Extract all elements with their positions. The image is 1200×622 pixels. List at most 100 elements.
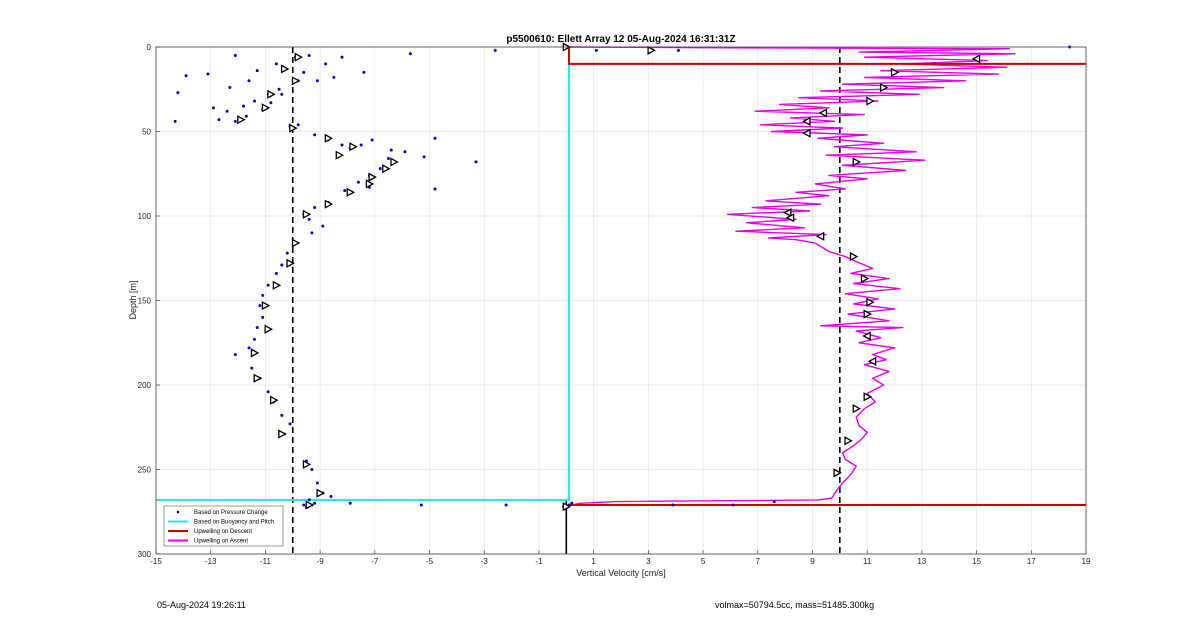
data-point-pressure [356,180,360,184]
y-tick-label: 300 [138,550,152,559]
data-point-pressure [310,231,314,235]
data-point-pressure [244,114,248,118]
triangle-marker [844,436,853,446]
data-point-pressure [266,390,270,394]
data-point-pressure [370,138,374,142]
triangle-marker [267,89,276,99]
x-tick-label: 15 [972,557,981,566]
data-point-pressure [307,217,311,221]
triangle-marker [324,199,334,209]
data-point-pressure [266,283,270,287]
data-point-pressure [242,104,246,108]
triangle-marker [782,208,792,218]
x-tick-label: -9 [317,557,325,566]
x-tick-label: -1 [535,557,543,566]
data-point-pressure [348,501,352,505]
x-tick-label: 19 [1082,557,1091,566]
data-point-pressure [321,224,325,228]
triangle-marker [365,179,375,189]
x-tick-label: 1 [591,557,596,566]
triangle-marker [562,502,572,512]
triangle-marker [866,96,875,106]
data-point-pressure [247,346,251,350]
x-tick-label: -5 [426,557,434,566]
data-point-pressure [173,119,177,123]
triangle-marker [261,300,271,311]
data-point-pressure [252,337,256,341]
triangle-marker [833,468,842,478]
footer-timestamp: 05-Aug-2024 19:26:11 [157,600,246,610]
triangle-marker [890,67,900,77]
data-point-pressure [206,72,210,76]
y-tick-label: 100 [138,212,152,221]
triangle-marker [291,76,301,86]
triangle-marker [862,331,871,341]
data-point-pressure [313,206,317,210]
data-point-pressure [378,167,382,171]
x-tick-label: 17 [1027,557,1036,566]
series-buoyancy-pitch [156,47,571,502]
x-tick-label: 13 [917,557,926,566]
data-point-pressure [422,155,426,159]
data-point-pressure [315,79,319,83]
triangle-marker [346,187,356,197]
data-point-pressure [184,74,188,78]
triangle-marker [815,231,825,241]
triangle-marker [863,309,873,319]
data-point-pressure [340,55,344,59]
triangle-marker [289,123,298,133]
triangle-marker [852,404,862,414]
data-point-pressure [255,69,259,73]
data-point-pressure [389,148,393,152]
triangle-marker [867,356,877,366]
y-tick-label: 150 [138,297,152,306]
data-point-pressure [403,150,407,154]
data-point-pressure [261,315,265,319]
data-point-pressure [211,106,215,110]
x-tick-label: -3 [481,557,489,566]
footer-stats: volmax=50794.5cc, mass=51485.300kg [715,600,875,610]
x-tick-label: 9 [810,557,815,566]
triangle-marker [316,488,325,498]
data-point-pressure [258,304,262,308]
data-point-pressure [288,422,292,426]
data-point-pressure [419,503,423,507]
triangle-marker [237,115,246,125]
data-series [156,45,1086,509]
data-point-pressure [433,187,437,191]
data-point-pressure [233,119,237,123]
data-point-pressure [252,99,256,103]
x-tick-label: 3 [646,557,651,566]
legend-label: Based on Pressure Change [194,510,268,516]
triangle-marker [368,172,377,182]
data-point-pressure [324,62,328,66]
data-point-pressure [225,109,229,113]
data-point-pressure [343,189,347,193]
series-upwelling-descent [568,47,1086,65]
data-point-pressure [310,468,314,471]
data-point-pressure [285,251,289,255]
legend-box [163,505,284,547]
data-point-pressure [280,263,284,267]
triangle-marker [253,373,263,383]
data-point-pressure [307,53,311,57]
triangle-marker [390,157,399,167]
data-point-pressure [570,501,574,505]
data-point-pressure [493,48,497,52]
data-point-pressure [233,353,237,357]
y-tick-label: 250 [138,466,152,475]
data-point-pressure [277,87,281,91]
triangle-marker [305,500,315,510]
data-point-pressure [255,326,259,330]
triangle-marker [250,348,260,358]
data-point-pressure [280,413,284,417]
data-point-pressure [671,503,675,507]
data-point-pressure [387,157,390,161]
triangle-marker [269,395,279,405]
data-point-pressure [302,503,306,507]
triangle-marker [879,82,889,93]
y-axis-ticks: 0 50 100 150 200 250 300 [138,43,160,559]
triangle-marker [860,273,870,284]
triangle-marker [785,213,795,223]
